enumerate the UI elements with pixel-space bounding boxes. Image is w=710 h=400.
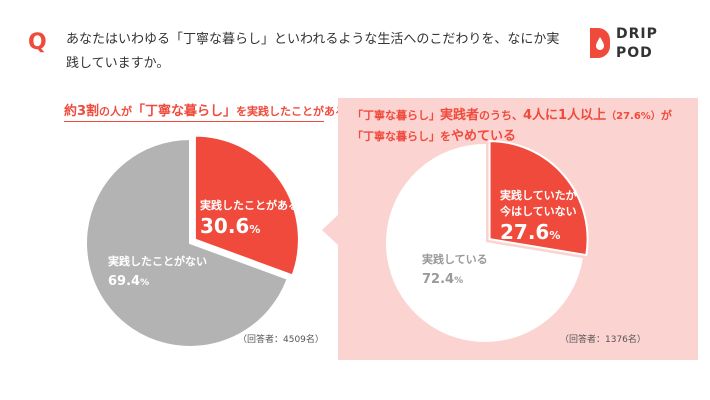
left-headline-underline [64,121,324,122]
right-headline: 「丁寧な暮らし」実践者のうち、4人に1人以上（27.6%）が 「丁寧な暮らし」を… [352,106,692,147]
left-slice-gray-value: 69.4 [108,274,141,289]
left-headline-post: を実践したことがある [236,105,347,118]
right-headline-l1-pct: （27.6%） [606,111,661,122]
drip-pod-logo: DRIP POD [588,22,698,66]
brand-name: DRIP POD [616,25,658,63]
left-headline-key: 「丁寧な暮らし」 [132,104,237,119]
right-headline-line1: 「丁寧な暮らし」実践者のうち、4人に1人以上（27.6%）が [352,106,692,127]
left-headline: 約3割の人が「丁寧な暮らし」を実践したことがある [64,100,346,119]
question-mark: Q [28,30,47,55]
question-text: あなたはいわゆる「丁寧な暮らし」といわれるような生活へのこだわりを、なにか実践し… [66,32,560,71]
pie-slice-1 [386,143,583,342]
panel-pointer [322,214,339,246]
right-headline-l1-post: が [660,109,672,122]
pie-slice-0 [488,140,589,257]
right-respondents: （回答者：1376名） [560,335,646,345]
right-slice-red-text-line1: 実践していたが [500,189,577,202]
left-slice-red-unit: % [249,223,261,236]
left-slice-red-text: 実践したことがある [200,199,299,212]
brand-line1: DRIP [616,26,658,42]
right-headline-l2-pre: 「丁寧な暮らし」 [352,130,440,143]
right-pie-chart [386,140,589,342]
right-headline-l1-key: 実践者 [440,108,480,123]
left-slice-gray-unit: % [140,278,150,288]
right-slice-white-value: 72.4 [422,272,455,287]
right-slice-white-unit: % [454,276,464,286]
left-slice-gray-label: 実践したことがない 69.4% [108,254,207,289]
pie-slice-1 [85,137,289,348]
right-slice-white-label: 実践している 72.4% [422,252,488,287]
left-headline-mid: の人が [99,105,133,118]
left-slice-gray-text: 実践したことがない [108,255,207,268]
left-slice-red-label: 実践したことがある 30.6% [200,198,299,238]
pie-slice-0 [193,134,300,277]
left-slice-red-value: 30.6 [200,214,250,238]
right-slice-red-label: 実践していたが 今はしていない 27.6% [500,188,577,244]
drop-logo-icon [590,28,610,58]
left-headline-ratio: 約3割 [64,104,100,119]
brand-line2: POD [616,45,653,61]
right-slice-red-text-line2: 今はしていない [500,205,577,218]
right-headline-l2-mid: を [440,130,451,143]
right-headline-l1-key2: 4人に1人以上 [523,108,607,123]
right-headline-l1-pre: 「丁寧な暮らし」 [352,109,440,122]
left-pie-chart [85,134,300,348]
right-headline-l2-key: やめている [451,129,517,144]
right-headline-line2: 「丁寧な暮らし」をやめている [352,127,692,147]
left-respondents: （回答者：4509名） [238,335,324,345]
right-slice-white-text: 実践している [422,253,488,266]
right-slice-red-unit: % [549,229,561,242]
right-slice-red-value: 27.6 [500,220,550,244]
right-headline-l1-mid: のうち、 [479,109,524,122]
